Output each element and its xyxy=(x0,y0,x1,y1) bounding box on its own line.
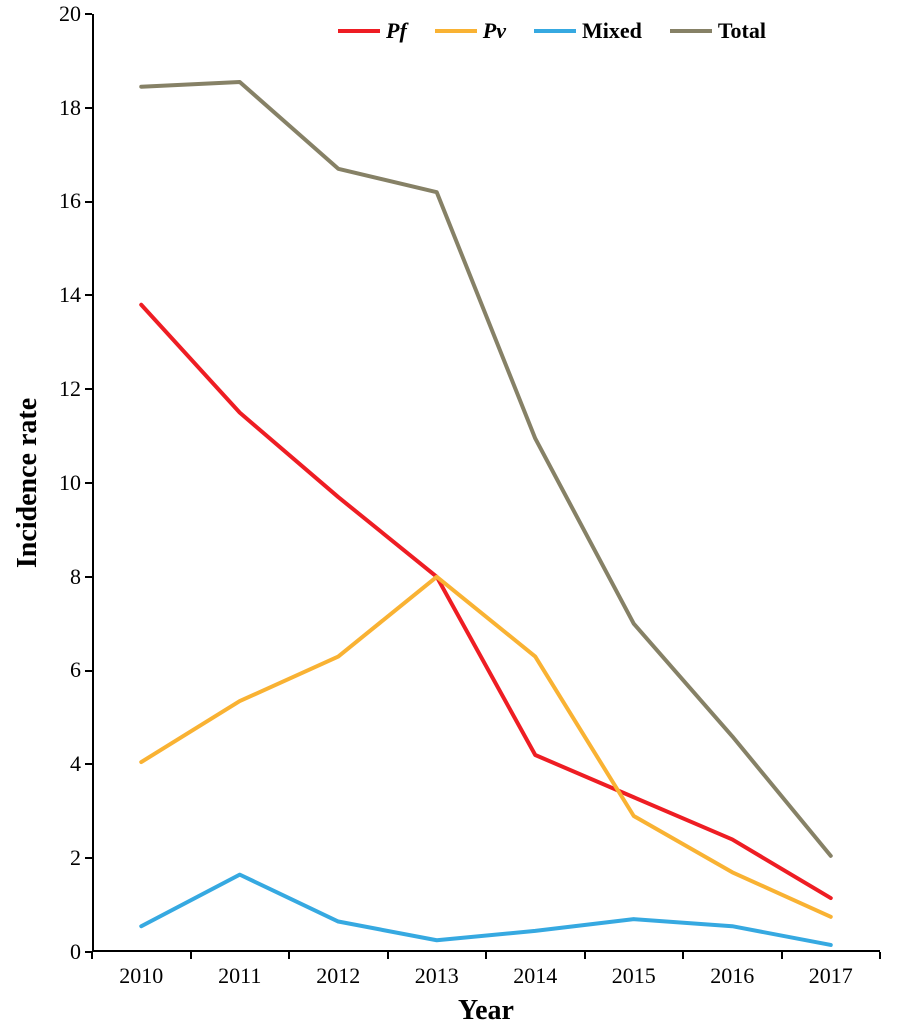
x-tick xyxy=(190,952,192,959)
y-tick-label: 14 xyxy=(31,282,81,308)
y-tick xyxy=(85,576,92,578)
y-tick xyxy=(85,482,92,484)
y-tick-label: 6 xyxy=(31,657,81,683)
series-line-pf xyxy=(141,305,831,898)
x-tick-label: 2013 xyxy=(397,963,477,989)
x-tick-label: 2015 xyxy=(594,963,674,989)
y-tick-label: 8 xyxy=(31,564,81,590)
y-tick xyxy=(85,388,92,390)
y-tick xyxy=(85,107,92,109)
y-tick xyxy=(85,294,92,296)
x-tick xyxy=(584,952,586,959)
y-tick xyxy=(85,763,92,765)
x-tick xyxy=(91,952,93,959)
y-tick-label: 12 xyxy=(31,376,81,402)
x-tick-label: 2012 xyxy=(298,963,378,989)
x-tick-label: 2016 xyxy=(692,963,772,989)
x-tick xyxy=(682,952,684,959)
y-tick-label: 4 xyxy=(31,751,81,777)
y-tick xyxy=(85,201,92,203)
incidence-chart: Incidence rate Year 02468101214161820 20… xyxy=(0,0,898,1032)
x-axis-title: Year xyxy=(426,995,546,1027)
x-tick-label: 2011 xyxy=(200,963,280,989)
x-tick xyxy=(485,952,487,959)
y-tick xyxy=(85,857,92,859)
x-tick xyxy=(781,952,783,959)
x-tick-label: 2014 xyxy=(495,963,575,989)
line-series-svg xyxy=(92,14,880,952)
x-tick-label: 2010 xyxy=(101,963,181,989)
y-tick-label: 2 xyxy=(31,845,81,871)
y-tick-label: 10 xyxy=(31,470,81,496)
y-tick xyxy=(85,13,92,15)
y-tick-label: 0 xyxy=(31,939,81,965)
series-line-total xyxy=(141,82,831,856)
series-line-mixed xyxy=(141,875,831,945)
x-tick xyxy=(387,952,389,959)
y-tick-label: 18 xyxy=(31,95,81,121)
y-tick-label: 16 xyxy=(31,188,81,214)
series-line-pv xyxy=(141,577,831,917)
y-tick xyxy=(85,670,92,672)
x-tick xyxy=(288,952,290,959)
x-tick-label: 2017 xyxy=(791,963,871,989)
x-tick xyxy=(879,952,881,959)
y-tick-label: 20 xyxy=(31,1,81,27)
